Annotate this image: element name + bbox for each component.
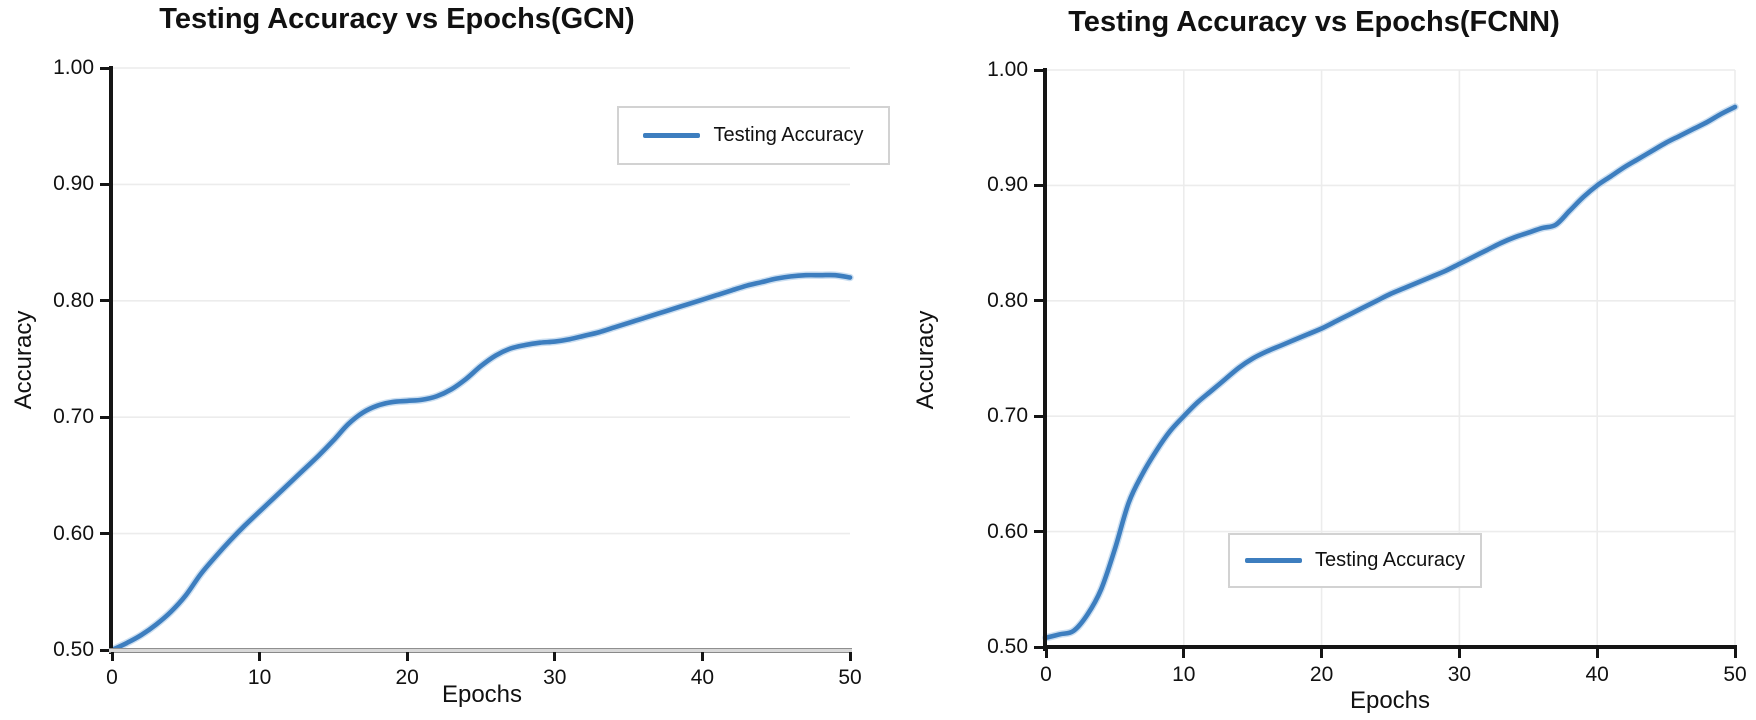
x-tick-label: 40 [690,666,715,689]
x-tick-mark [258,652,262,661]
x-tick-label: 40 [1585,663,1609,686]
x-tick-mark [110,652,114,661]
y-tick-label: 0.80 [987,288,1028,312]
y-tick-label: 0.50 [987,635,1028,658]
y-tick-mark [100,532,109,536]
legend-line-sample [643,133,701,138]
y-tick-mark [100,182,109,186]
x-tick-label: 20 [1309,663,1334,686]
y-axis-spine [109,66,113,654]
x-axis-label: Epochs [441,681,523,708]
y-tick-mark [1034,530,1043,534]
x-tick-label: 10 [247,666,272,689]
x-tick-mark [1044,649,1048,658]
y-tick-label: 1.00 [53,56,94,79]
x-axis-baseline [109,648,852,653]
y-tick-label: 0.60 [53,521,94,545]
chart-title: Testing Accuracy vs Epochs(FCNN) [1068,6,1560,38]
y-tick-mark [1034,645,1043,649]
y-tick-label: 0.50 [53,638,94,661]
legend-label: Testing Accuracy [713,124,864,146]
x-tick-label: 20 [395,666,419,689]
chart-plot-svg [108,67,854,654]
legend-line-sample [1244,558,1302,563]
x-tick-mark [700,652,704,661]
accuracy-line-series [109,272,853,653]
accuracy-line-series [1043,104,1738,641]
y-tick-mark [1034,183,1043,187]
y-tick-label: 0.60 [987,519,1028,543]
x-tick-mark [1457,649,1461,658]
chart-title: Testing Accuracy vs Epochs(GCN) [159,3,635,35]
x-tick-label: 0 [1040,663,1052,686]
y-tick-label: 1.00 [987,58,1028,81]
y-axis-spine [1043,68,1047,651]
x-tick-label: 50 [1723,663,1747,686]
x-tick-label: 30 [1447,663,1472,686]
chart-gcn: Testing Accuracy vs Epochs(GCN) Accuracy… [10,3,890,708]
chart-fcnn: Testing Accuracy vs Epochs(FCNN) Accurac… [878,0,1756,720]
y-axis-label: Accuracy [912,310,939,410]
x-tick-mark [1182,649,1186,658]
y-tick-label: 0.70 [987,404,1028,428]
y-tick-label: 0.70 [53,405,94,429]
x-tick-label: 50 [838,666,862,689]
x-axis-label: Epochs [1349,687,1431,714]
accuracy-line-halo [108,271,854,654]
plot-area: 0.50 0.60 0.70 0.80 0.90 1.00 0 10 20 30 40 50 [987,58,1747,686]
y-tick-mark [100,415,109,419]
x-tick-mark [553,652,557,661]
x-tick-mark [1733,649,1737,658]
legend-label: Testing Accuracy [1314,549,1466,571]
y-tick-mark [100,648,109,652]
x-tick-mark [848,652,852,661]
x-tick-mark [1595,649,1599,658]
x-axis-spine [1043,645,1737,649]
y-tick-mark [100,299,109,303]
x-tick-mark [1320,649,1324,658]
x-tick-mark [405,652,409,661]
y-tick-mark [1034,68,1043,72]
x-tick-label: 30 [543,666,567,689]
y-tick-label: 0.80 [53,288,94,312]
x-tick-label: 0 [106,666,118,689]
legend: Testing Accuracy [1228,533,1482,588]
legend: Testing Accuracy [617,106,890,165]
y-tick-mark [100,66,109,70]
x-tick-label: 10 [1172,663,1196,686]
y-tick-label: 0.90 [53,172,94,196]
y-tick-label: 0.90 [987,173,1028,197]
y-tick-mark [1034,414,1043,418]
plot-area: 0.50 0.60 0.70 0.80 0.90 1.00 0 10 20 30 40 50 [53,56,862,689]
y-tick-mark [1034,299,1043,303]
